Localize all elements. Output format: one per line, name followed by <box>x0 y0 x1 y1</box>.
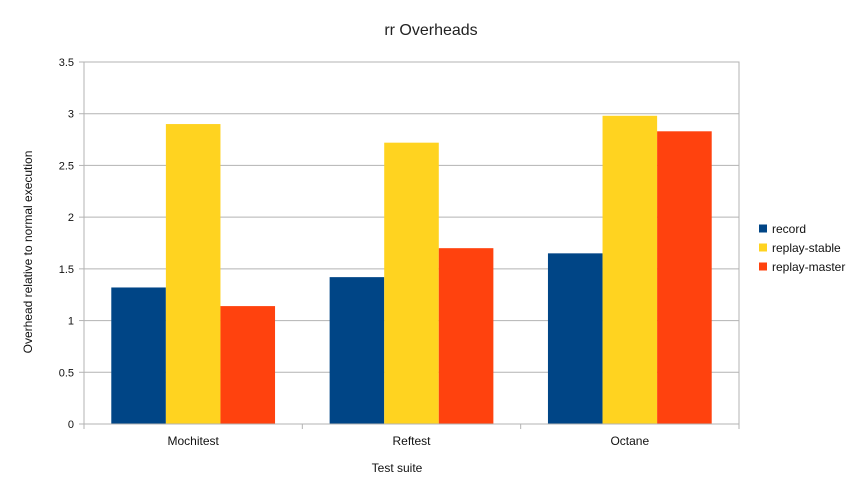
bar-replay-stable-mochitest <box>165 124 221 425</box>
legend-swatch-record <box>759 224 767 233</box>
x-category-label: Reftest <box>392 434 431 448</box>
legend-swatch-replay-master <box>759 262 767 271</box>
bar-replay-master-mochitest <box>220 306 276 424</box>
y-tick-labels: 0 0.5 1 1.5 2 2.5 3 3.5 <box>59 57 74 431</box>
y-tick-label: 1 <box>68 316 74 328</box>
legend-swatch-replay-stable <box>759 243 767 252</box>
legend: record replay-stable replay-master <box>759 222 845 274</box>
x-category-label: Octane <box>610 434 649 448</box>
y-tick-label: 2 <box>68 212 74 224</box>
bar-replay-master-reftest <box>438 248 494 424</box>
plot-frame <box>83 61 740 425</box>
bar-replay-master-octane <box>657 131 712 424</box>
bars <box>111 115 712 425</box>
y-tick-label: 0 <box>68 419 74 431</box>
legend-label-record: record <box>772 222 806 236</box>
bar-replay-stable-octane <box>602 115 658 424</box>
bar-record-reftest <box>329 277 385 424</box>
x-category-label: Mochitest <box>167 434 219 448</box>
y-tick-label: 3 <box>68 109 74 121</box>
axes <box>83 61 740 429</box>
chart-title: rr Overheads <box>384 22 477 39</box>
bar-record-octane <box>547 253 603 424</box>
bar-replay-stable-reftest <box>384 142 439 424</box>
y-tick-label: 3.5 <box>59 57 74 69</box>
y-axis-label: Overhead relative to normal execution <box>21 151 35 354</box>
y-tick-label: 2.5 <box>59 160 74 172</box>
x-axis-label: Test suite <box>372 461 423 475</box>
y-tick-label: 0.5 <box>59 367 74 379</box>
legend-label-replay-stable: replay-stable <box>772 241 841 255</box>
x-category-labels: Mochitest Reftest Octane <box>167 434 649 448</box>
legend-label-replay-master: replay-master <box>772 260 845 274</box>
y-tick-label: 1.5 <box>59 264 74 276</box>
bar-record-mochitest <box>111 287 166 424</box>
